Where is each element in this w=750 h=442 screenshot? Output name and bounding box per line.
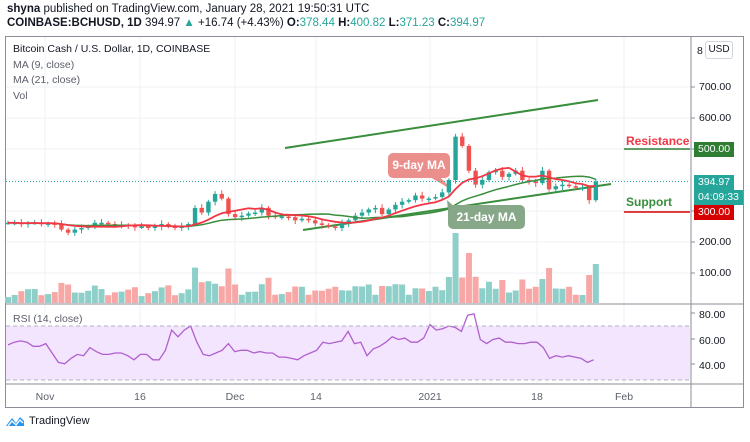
resistance-badge: 500.00 xyxy=(694,142,735,157)
chart-frame xyxy=(5,36,744,408)
rsi-scale-40: 40.00 xyxy=(699,360,726,372)
currency-button[interactable]: USD xyxy=(705,41,733,59)
x-label-14: 14 xyxy=(310,391,322,403)
x-label-2021: 2021 xyxy=(418,391,442,403)
low-value: 371.23 xyxy=(399,17,435,29)
volume-bars xyxy=(5,233,599,303)
tradingview-logo[interactable]: TradingView xyxy=(5,415,90,427)
x-label-18: 18 xyxy=(531,391,543,403)
moving-averages xyxy=(8,166,597,228)
legend-ma9[interactable]: MA (9, close) xyxy=(13,58,75,71)
price-label-200: 200.00 xyxy=(699,236,732,248)
price-label-600: 600.00 xyxy=(699,112,732,124)
close-label: C: xyxy=(437,17,450,29)
legend-ma21[interactable]: MA (21, close) xyxy=(13,74,81,86)
rsi-band xyxy=(6,326,690,380)
price-label-top: 8 xyxy=(697,45,703,57)
last-price: 394.97 xyxy=(145,17,181,29)
ma21-callout: 21-day MA xyxy=(448,205,525,229)
grid xyxy=(6,37,690,384)
price-label-700: 700.00 xyxy=(699,81,732,93)
tradingview-cloud-icon xyxy=(6,417,24,427)
open-value: 378.44 xyxy=(299,17,335,29)
x-label-16: 16 xyxy=(134,391,146,403)
price-label-100: 100.00 xyxy=(699,267,732,279)
rsi-legend[interactable]: RSI (14, close) xyxy=(13,313,83,325)
countdown-badge: 04:09:33 xyxy=(694,190,743,205)
rsi-line xyxy=(7,313,594,365)
symbol: COINBASE:BCHUSD, 1D xyxy=(7,17,142,29)
open-label: O: xyxy=(286,17,300,29)
x-label-nov: Nov xyxy=(35,391,55,403)
published-text: published on TradingView.com, January 28… xyxy=(43,3,370,15)
chart-legend: Bitcoin Cash / U.S. Dollar, 1D, COINBASE… xyxy=(13,42,210,104)
tradingview-brand: TradingView xyxy=(29,415,90,427)
resistance-label: Resistance xyxy=(626,134,690,148)
high-value: 400.82 xyxy=(350,17,386,29)
ma9-callout: 9-day MA xyxy=(388,153,450,178)
x-label-dec: Dec xyxy=(225,391,245,403)
author: shyna xyxy=(7,3,41,15)
close-value: 394.97 xyxy=(449,17,486,29)
last-price-badge: 394.97 xyxy=(694,175,735,190)
legend-title: Bitcoin Cash / U.S. Dollar, 1D, COINBASE xyxy=(13,43,211,55)
support-label: Support xyxy=(626,195,672,209)
up-arrow-icon: ▲ xyxy=(183,17,195,29)
publish-info: shyna published on TradingView.com, Janu… xyxy=(7,3,369,15)
rsi-scale-60: 60.00 xyxy=(699,335,726,347)
axes xyxy=(6,37,743,407)
symbol-info: COINBASE:BCHUSD, 1D 394.97 ▲ +16.74 (+4.… xyxy=(7,17,485,29)
rsi-scale-80: 80.00 xyxy=(699,309,726,321)
support-badge: 300.00 xyxy=(694,205,735,220)
x-label-feb: Feb xyxy=(614,391,634,403)
low-label: L: xyxy=(388,17,400,29)
high-label: H: xyxy=(338,17,351,29)
price-change: +16.74 (+4.43%) xyxy=(198,17,284,29)
legend-vol[interactable]: Vol xyxy=(13,89,28,102)
